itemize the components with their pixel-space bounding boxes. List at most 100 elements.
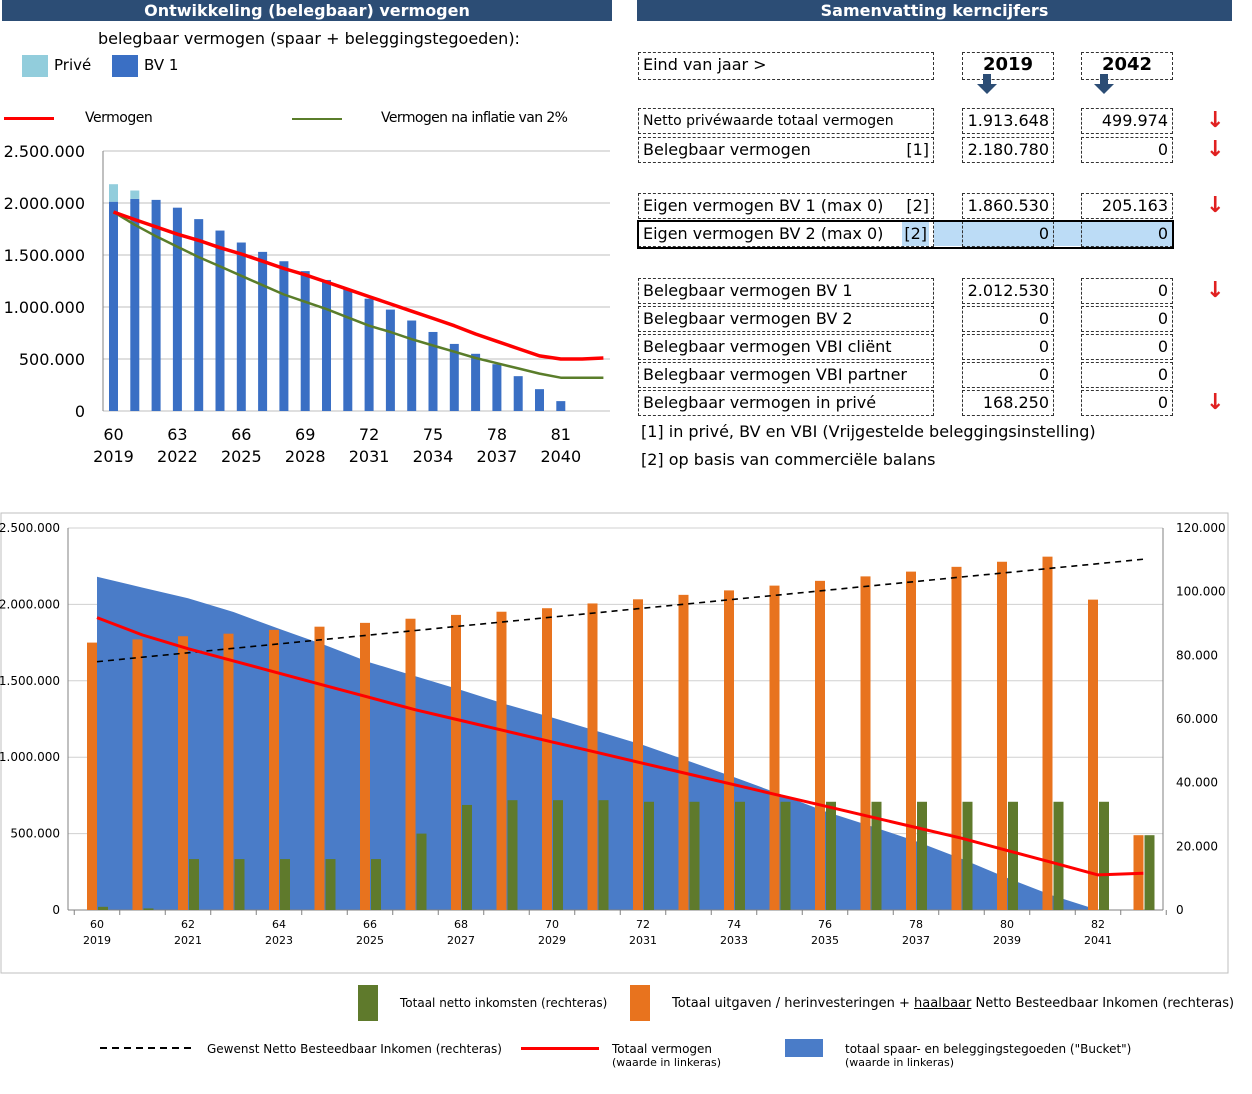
selection-fill [934, 222, 962, 246]
bar-bv1 [343, 289, 353, 411]
row-footnote-tag: [2] [906, 196, 929, 215]
x-tick-age: 60 [103, 425, 123, 444]
bar-netto [234, 859, 245, 910]
bar-netto [962, 801, 973, 910]
x-tick-age: 68 [454, 918, 468, 931]
x-tick-age: 75 [423, 425, 443, 444]
row-label: Eigen vermogen BV 1 (max 0) [2] [638, 193, 934, 219]
year-start: 2019 [962, 52, 1054, 80]
x-tick-age: 72 [359, 425, 379, 444]
bar-netto [1053, 801, 1064, 910]
legend-inflatie-line [292, 118, 342, 120]
selection-fill [1054, 222, 1081, 246]
y-tick-label: 500.000 [19, 350, 85, 369]
value-2019-cell[interactable]: 0 [962, 306, 1054, 332]
x-tick-year: 2022 [157, 447, 198, 466]
bar-uitgaven [132, 639, 143, 910]
value-2042-cell[interactable]: 0 [1081, 306, 1173, 332]
value-2019-cell[interactable]: 2.180.780 [962, 137, 1054, 163]
bar-uitgaven [906, 571, 916, 910]
bar-netto [780, 801, 791, 910]
footnote-1: [1] in privé, BV en VBI (Vrijgestelde be… [641, 422, 1096, 441]
bar-uitgaven [269, 629, 279, 910]
right-panel-header: Samenvatting kerncijfers [637, 0, 1232, 21]
value-2019-cell[interactable]: 2.012.530 [962, 278, 1054, 304]
value-2042-cell[interactable]: 499.974 [1081, 108, 1173, 134]
bar-bv1 [492, 364, 502, 411]
row-label: Belegbaar vermogen BV 2 [638, 306, 934, 332]
bar-netto [598, 800, 609, 910]
value-2042-cell[interactable]: 0 [1081, 278, 1173, 304]
bar-uitgaven [860, 576, 871, 910]
value-2042-cell[interactable]: 0 [1081, 390, 1173, 416]
value-2042-cell[interactable]: 0 [1081, 137, 1173, 163]
bar-uitgaven [1088, 599, 1098, 910]
row-label: Belegbaar vermogen VBI partner [638, 362, 934, 388]
cell-selection-box[interactable] [637, 220, 1174, 249]
y-tick-right: 40.000 [1176, 776, 1218, 790]
bar-bv1 [322, 279, 331, 411]
x-tick-year: 2023 [265, 934, 293, 947]
y-tick-left: 2.500.000 [0, 521, 60, 535]
bar-uitgaven [997, 561, 1007, 910]
legend-bv1-label: BV 1 [144, 56, 179, 74]
bar-netto [507, 800, 518, 910]
x-tick-year: 2035 [811, 934, 839, 947]
line-vermogen [96, 616, 1144, 877]
bar-bv1 [364, 298, 374, 411]
bar-uitgaven [724, 590, 734, 910]
row-label-text: Belegbaar vermogen VBI cliënt [643, 337, 892, 356]
x-tick-age: 80 [1000, 918, 1014, 931]
bar-netto [371, 859, 381, 910]
footnote-2: [2] op basis van commerciële balans [641, 450, 936, 469]
vermogen-chart: 2.500.000 2.000.000 1.500.000 1.000.000 500.… [4, 142, 610, 466]
legend-vermogen-line [4, 117, 54, 120]
y-tick-label: 2.000.000 [4, 194, 85, 213]
value-2019-cell[interactable]: 0 [962, 362, 1054, 388]
bar-netto [1144, 835, 1155, 910]
bar-netto [189, 859, 199, 910]
bar-bv1 [194, 219, 204, 411]
bar-prive [130, 190, 140, 199]
value-2019-cell[interactable]: 1.860.530 [962, 193, 1054, 219]
x-tick-age: 74 [727, 918, 741, 931]
value-2042-cell[interactable]: 0 [1081, 221, 1173, 247]
value-2019-cell[interactable]: 1.913.648 [962, 108, 1054, 134]
bar-uitgaven [496, 611, 507, 910]
bar-netto [325, 859, 336, 910]
bar-bv1 [236, 242, 246, 411]
value-2042-cell[interactable]: 205.163 [1081, 193, 1173, 219]
y-tick-right: 20.000 [1176, 839, 1218, 853]
bar-uitgaven [678, 594, 689, 910]
value-2019-cell[interactable]: 168.250 [962, 390, 1054, 416]
bar-netto [462, 804, 472, 910]
bar-bv1 [385, 309, 395, 411]
legend-uitgaven-label: Totaal uitgaven / herinvesteringen + haa… [672, 996, 1235, 1011]
row-label-text: Eigen vermogen BV 2 (max 0) [643, 224, 884, 243]
legend-netto-swatch [358, 985, 378, 1021]
y-tick-left: 2.000.000 [0, 597, 60, 611]
value-2019-cell[interactable]: 0 [962, 334, 1054, 360]
bar-netto [416, 833, 427, 910]
x-tick-year: 2033 [720, 934, 748, 947]
area-bucket [97, 576, 1144, 910]
bar-uitgaven [223, 633, 234, 910]
line-gewenst [96, 558, 1144, 663]
value-2042-cell[interactable]: 0 [1081, 334, 1173, 360]
bar-uitgaven [451, 614, 461, 910]
x-tick-age: 76 [818, 918, 832, 931]
bar-netto [917, 801, 927, 910]
x-tick-year: 2027 [447, 934, 475, 947]
value-2042-cell[interactable]: 0 [1081, 362, 1173, 388]
legend-vermogen2-line [521, 1047, 599, 1050]
row-label: Belegbaar vermogen in privé [638, 390, 934, 416]
row-label-text: Belegbaar vermogen BV 1 [643, 281, 853, 300]
y-tick-left: 500.000 [10, 827, 60, 841]
bar-bv1 [449, 343, 459, 411]
bar-bv1 [258, 251, 268, 411]
row-label-text: Belegbaar vermogen BV 2 [643, 309, 853, 328]
y-tick-right: 0 [1176, 903, 1184, 917]
eind-van-jaar-label: Eind van jaar > [638, 52, 934, 80]
row-label-text: Eigen vermogen BV 1 (max 0) [643, 196, 884, 215]
x-tick-year: 2028 [285, 447, 326, 466]
